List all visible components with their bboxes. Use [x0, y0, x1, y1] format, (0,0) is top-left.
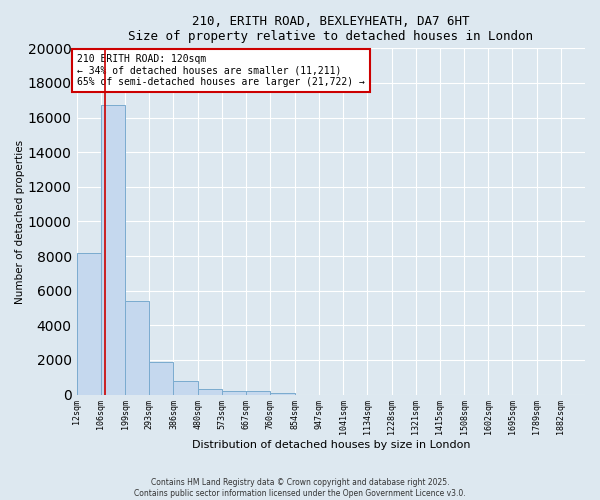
Bar	[271, 393, 295, 394]
Bar	[125, 301, 149, 394]
Bar	[149, 362, 173, 394]
Text: Contains HM Land Registry data © Crown copyright and database right 2025.
Contai: Contains HM Land Registry data © Crown c…	[134, 478, 466, 498]
Y-axis label: Number of detached properties: Number of detached properties	[15, 140, 25, 304]
Bar	[222, 390, 246, 394]
Bar	[173, 380, 198, 394]
Title: 210, ERITH ROAD, BEXLEYHEATH, DA7 6HT
Size of property relative to detached hous: 210, ERITH ROAD, BEXLEYHEATH, DA7 6HT Si…	[128, 15, 533, 43]
Bar	[246, 392, 271, 394]
Bar	[101, 106, 125, 395]
Bar	[198, 388, 222, 394]
X-axis label: Distribution of detached houses by size in London: Distribution of detached houses by size …	[191, 440, 470, 450]
Text: 210 ERITH ROAD: 120sqm
← 34% of detached houses are smaller (11,211)
65% of semi: 210 ERITH ROAD: 120sqm ← 34% of detached…	[77, 54, 365, 86]
Bar	[77, 252, 101, 394]
